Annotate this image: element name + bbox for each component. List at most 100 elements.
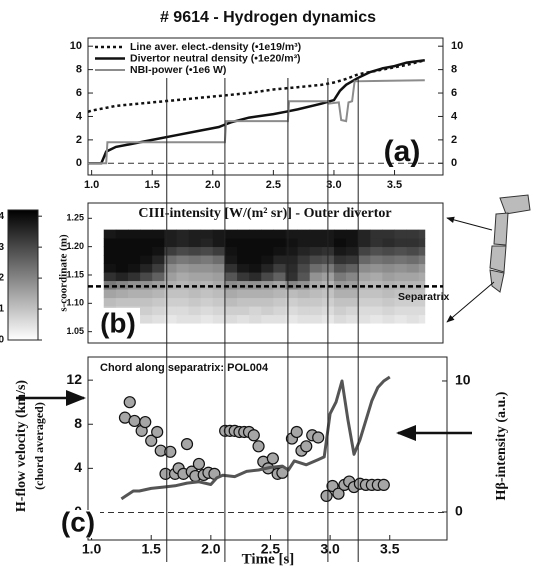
heatmap-cell: [176, 255, 189, 265]
heatmap-cell: [200, 229, 214, 239]
heatmap-cell: [370, 246, 383, 256]
scatter-point: [332, 487, 345, 500]
y-tick-label: 8: [76, 64, 82, 76]
heatmap-cell: [346, 272, 359, 282]
heatmap-cell: [237, 263, 250, 273]
heatmap-cell: [261, 289, 274, 299]
heatmap-cell: [273, 255, 286, 265]
heatmap-cell: [394, 289, 408, 299]
heatmap-cell: [115, 246, 129, 256]
heatmap-cell: [394, 255, 408, 265]
heatmap-cell: [273, 238, 286, 248]
heatmap-cell: [418, 314, 426, 324]
heatmap-cell: [333, 229, 347, 239]
heatmap-cell: [285, 314, 299, 324]
heatmap-cell: [261, 238, 274, 248]
y-axis-sublabel: (chord averaged): [32, 402, 46, 490]
heatmap-cell: [273, 297, 286, 307]
heatmap-cell: [152, 238, 165, 248]
heatmap-cell: [394, 272, 408, 282]
y-tick-label: 2: [76, 134, 82, 146]
heatmap-cell: [358, 246, 371, 256]
x-tick-label: 3.5: [380, 541, 400, 557]
heatmap-cell: [309, 229, 323, 239]
heatmap-cell: [394, 229, 408, 239]
heatmap-cell: [115, 229, 129, 239]
heatmap-cell: [237, 229, 250, 239]
figure-title: # 9614 - Hydrogen dynamics: [160, 9, 376, 26]
heatmap-cell: [164, 272, 177, 282]
heatmap-cell: [127, 263, 141, 273]
arrow: [446, 281, 495, 323]
heatmap-cell: [285, 289, 299, 299]
scatter-point: [139, 415, 152, 429]
heatmap-cell: [249, 306, 262, 316]
heatmap-cell: [237, 314, 250, 324]
legend-label: NBI-power (•1e6 W): [130, 64, 226, 76]
x-tick-label: 1.5: [141, 541, 161, 557]
heatmap-cell: [382, 229, 395, 239]
heatmap-cell: [382, 246, 395, 256]
heatmap-cell: [297, 306, 311, 316]
series-line: [88, 58, 426, 113]
heatmap-cell: [346, 314, 359, 324]
divertor-sketch: [489, 194, 531, 293]
heatmap-cell: [237, 255, 250, 265]
heatmap-cell: [333, 272, 347, 282]
scatter-point: [180, 437, 194, 451]
heatmap-cell: [285, 297, 299, 307]
heatmap-cell: [200, 255, 214, 265]
heatmap-cell: [152, 306, 165, 316]
heatmap-cell: [346, 306, 359, 316]
heatmap-cell: [346, 263, 359, 273]
heatmap-cell: [249, 255, 262, 265]
heatmap-cell: [309, 238, 323, 248]
heatmap-cell: [382, 314, 395, 324]
panel-label-bg: [56, 510, 100, 538]
heatmap-cell: [249, 238, 262, 248]
heatmap-cell: [261, 272, 274, 282]
heatmap-cell: [382, 255, 395, 265]
scatter-point: [252, 440, 265, 453]
y-tick-label: 4: [76, 110, 83, 122]
heatmap-cell: [103, 246, 117, 256]
heatmap-cell: [418, 238, 426, 248]
x-tick-label: 1.0: [82, 541, 102, 557]
heatmap-cell: [200, 280, 214, 290]
heatmap-cell: [127, 255, 141, 265]
heatmap-cell: [249, 314, 262, 324]
scatter-point: [164, 445, 177, 458]
heatmap-cell: [140, 272, 153, 282]
panel-b-frame: [87, 202, 444, 344]
heatmap-cell: [212, 263, 226, 273]
heatmap-cell: [394, 314, 408, 324]
heatmap-cell: [127, 246, 141, 256]
y2-tick-label: 6: [451, 87, 457, 99]
heatmap-cell: [140, 314, 153, 324]
heatmap-cell: [200, 246, 214, 256]
heatmap-cell: [261, 246, 274, 256]
heatmap-cell: [224, 229, 238, 239]
heatmap-cell: [249, 246, 262, 256]
scatter-point: [145, 434, 158, 447]
heatmap-cell: [140, 238, 153, 248]
heatmap-cell: [115, 289, 129, 299]
y-tick-label: 1.25: [66, 213, 84, 223]
heatmap-cell: [140, 229, 153, 239]
heatmap-cell: [297, 229, 311, 239]
heatmap-cell: [273, 280, 286, 290]
heatmap-cell: [406, 297, 420, 307]
heatmap-cell: [200, 238, 214, 248]
y-tick-label: 4: [74, 459, 82, 475]
heatmap-cell: [261, 255, 274, 265]
heatmap-cell: [358, 263, 371, 273]
heatmap-cell: [261, 229, 274, 239]
heatmap-cell: [333, 314, 347, 324]
y2-tick-label: 0: [451, 157, 457, 169]
heatmap-cell: [237, 272, 250, 282]
heatmap-cell: [358, 238, 371, 248]
heatmap-cell: [152, 272, 165, 282]
heatmap-cell: [164, 306, 177, 316]
heatmap-cell: [212, 297, 226, 307]
separatrix-label: Separatrix: [398, 291, 450, 303]
